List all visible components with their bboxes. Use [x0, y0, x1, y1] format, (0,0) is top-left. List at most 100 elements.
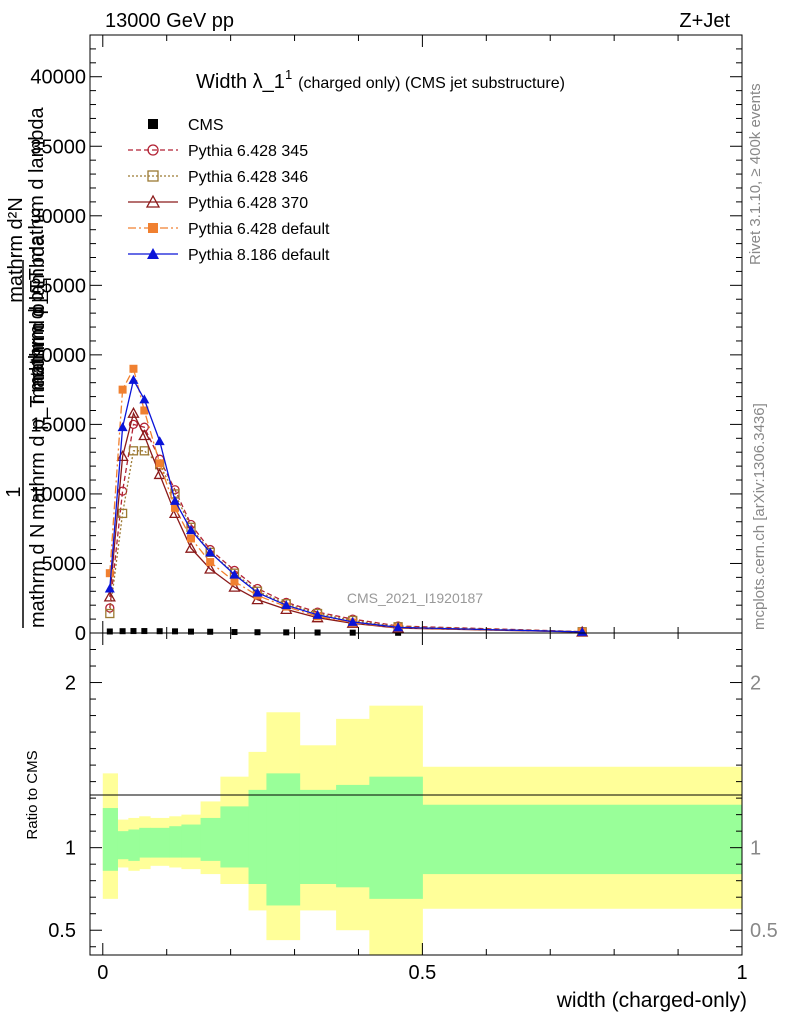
marker-square-open	[128, 446, 139, 456]
legend-label: Pythia 6.428 default	[188, 221, 330, 238]
main-ytick-label: 20000	[30, 345, 86, 367]
data-point	[130, 628, 137, 635]
legend-label: Pythia 6.428 345	[188, 143, 308, 160]
inner-band-bin	[169, 826, 182, 858]
legend: CMS Pythia 6.428 345 Pythia 6.428 346 Pythi…	[128, 117, 330, 264]
inner-band-bin	[181, 824, 202, 858]
data-point	[138, 429, 151, 441]
data-point	[119, 628, 126, 635]
marker-triangle	[281, 600, 292, 610]
inner-band-bin	[139, 827, 151, 858]
data-point	[172, 628, 179, 635]
inner-band-bin	[220, 806, 250, 868]
data-point	[230, 577, 239, 586]
marker-square	[207, 628, 214, 635]
main-ytick-label: 30000	[30, 206, 86, 228]
marker-square	[106, 628, 113, 635]
data-point	[229, 569, 240, 579]
data-point	[204, 562, 217, 574]
legend-entry: Pythia 6.428 345	[128, 143, 308, 160]
data-point	[117, 422, 128, 432]
marker-triangle-open	[145, 194, 161, 208]
data-point	[186, 534, 195, 543]
marker-triangle	[252, 587, 263, 597]
ratio-ytick-label: 0.5	[48, 920, 76, 942]
marker-square	[105, 569, 114, 578]
inner-band-bin	[266, 773, 301, 906]
marker-square	[206, 558, 215, 567]
marker-square	[171, 503, 180, 512]
data-point	[281, 600, 292, 610]
data-point	[312, 609, 323, 619]
marker-triangle-open	[184, 541, 198, 553]
ylabel-numerator: 1	[3, 486, 25, 497]
inner-band-bin	[200, 817, 221, 861]
marker-triangle	[139, 394, 150, 404]
inner-band-bin	[150, 827, 170, 858]
legend-label: Pythia 8.186 default	[188, 247, 330, 264]
data-point	[155, 459, 164, 468]
legend-entry: Pythia 8.186 default	[128, 247, 330, 264]
marker-square	[118, 385, 127, 394]
legend-label: CMS	[188, 117, 224, 134]
marker-triangle	[312, 609, 323, 619]
data-point	[153, 468, 166, 480]
marker-triangle	[185, 525, 196, 535]
main-ylabel: 1 mathrm d²N mathrm d p_T mathrm d lambd…	[3, 106, 49, 628]
main-ytick-label: 40000	[30, 67, 86, 89]
inner-band-bin	[248, 789, 267, 884]
legend-marker	[147, 144, 159, 156]
data-point	[231, 629, 238, 636]
data-point	[104, 583, 115, 593]
marker-square-open	[147, 170, 159, 182]
legend-entry: Pythia 6.428 default	[128, 221, 330, 238]
data-point	[105, 608, 115, 619]
series-2	[105, 446, 587, 637]
inner-band-bin	[299, 789, 337, 884]
marker-triangle	[229, 569, 240, 579]
marker-square	[230, 577, 239, 586]
data-point	[127, 406, 140, 418]
marker-circle-open	[117, 486, 128, 496]
ratio-xtick-label: 1	[736, 962, 747, 984]
x-axis-label: width (charged-only)	[556, 989, 747, 1012]
legend-marker	[147, 248, 159, 259]
data-point	[207, 628, 214, 635]
legend-marker	[145, 194, 161, 208]
marker-triangle-open	[228, 580, 241, 592]
main-series	[103, 364, 589, 637]
marker-square	[140, 406, 149, 415]
data-point	[103, 590, 116, 602]
data-point	[185, 525, 196, 535]
marker-square	[187, 628, 194, 635]
data-point	[347, 616, 358, 626]
data-point	[228, 580, 241, 592]
ratio-bands	[102, 705, 743, 955]
main-ytick-label: 35000	[30, 136, 86, 158]
main-ytick-label: 15000	[30, 414, 86, 436]
data-point	[206, 558, 215, 567]
inner-band-bin	[369, 776, 423, 899]
plot-title: Width λ_11 (charged only) (CMS jet substr…	[196, 67, 565, 93]
data-point	[187, 628, 194, 635]
ylabel-den-line2: mathrm d p_T mathrm d lambda	[27, 234, 49, 520]
legend-label: Pythia 6.428 370	[188, 195, 308, 212]
inner-band	[102, 773, 743, 906]
legend-entry: CMS	[148, 117, 224, 134]
data-point	[205, 547, 216, 557]
data-point	[106, 628, 113, 635]
data-point	[156, 628, 163, 635]
marker-square	[119, 628, 126, 635]
data-point	[141, 628, 148, 635]
data-point	[128, 374, 139, 384]
marker-triangle	[128, 374, 139, 384]
marker-triangle-open	[138, 429, 151, 441]
marker-square	[129, 364, 138, 373]
marker-triangle	[104, 583, 115, 593]
marker-triangle	[117, 422, 128, 432]
data-point	[254, 629, 261, 636]
plot-title-sup: 1	[285, 67, 292, 82]
marker-square-open	[139, 446, 149, 456]
inner-band-bin	[117, 831, 129, 860]
